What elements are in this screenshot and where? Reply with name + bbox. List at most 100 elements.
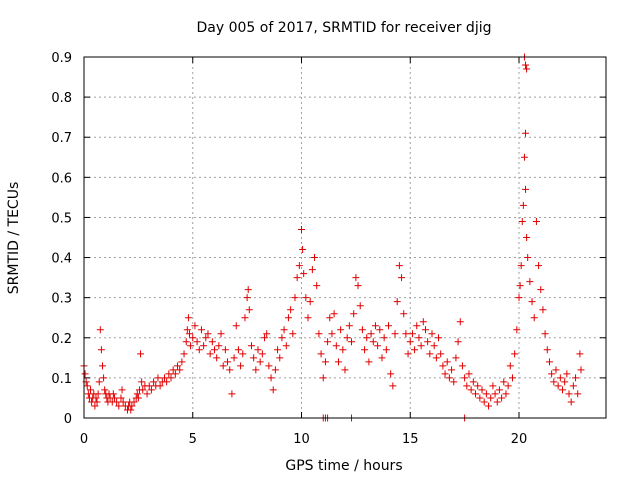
data-point [537, 286, 545, 294]
data-point [250, 354, 258, 362]
data-point [341, 366, 349, 374]
data-point [415, 334, 423, 342]
data-point [230, 354, 238, 362]
data-point [330, 310, 338, 318]
data-point [165, 370, 173, 378]
y-tick-label: 0.8 [51, 91, 72, 106]
data-point [147, 386, 155, 394]
data-point [306, 298, 314, 306]
data-point [256, 358, 264, 366]
data-point [391, 330, 399, 338]
data-point [96, 326, 104, 334]
data-point [365, 358, 373, 366]
data-point [311, 254, 319, 262]
data-point [178, 358, 186, 366]
data-point [295, 262, 303, 270]
data-point [118, 386, 126, 394]
data-point [552, 366, 560, 374]
data-point [313, 282, 321, 290]
data-point [193, 338, 201, 346]
data-point [561, 378, 569, 386]
data-point [269, 386, 277, 394]
data-point [302, 294, 310, 302]
data-point [437, 350, 445, 358]
data-point [278, 334, 286, 342]
y-tick-label: 0.2 [51, 332, 72, 347]
data-point [530, 314, 538, 322]
y-tick-label: 0.3 [51, 292, 72, 307]
data-point [554, 382, 562, 390]
data-point [508, 374, 516, 382]
data-point [183, 326, 191, 334]
data-point [195, 346, 203, 354]
data-point [402, 330, 410, 338]
x-tick-label: 5 [189, 432, 197, 447]
data-point [523, 234, 531, 241]
data-point [174, 362, 182, 370]
data-point [254, 346, 262, 354]
data-point [493, 398, 501, 406]
data-point [369, 338, 377, 346]
data-point [428, 330, 436, 338]
data-point [221, 346, 229, 354]
data-point [445, 374, 453, 382]
data-point [404, 350, 412, 358]
data-point [461, 374, 469, 382]
data-point [485, 402, 493, 410]
data-point [184, 314, 192, 322]
y-tick-label: 0.5 [51, 211, 72, 226]
data-point [502, 390, 510, 398]
data-point [474, 382, 482, 390]
data-point [439, 362, 447, 370]
data-point [550, 378, 558, 386]
data-point [154, 374, 162, 382]
data-point [398, 274, 406, 282]
data-point [299, 246, 307, 254]
data-point [91, 402, 99, 410]
data-point [504, 382, 512, 390]
data-point [267, 374, 275, 382]
data-point [339, 346, 347, 354]
data-point [519, 201, 527, 209]
data-point [354, 282, 362, 290]
data-point [160, 374, 168, 382]
data-point [522, 61, 530, 69]
data-point [435, 334, 443, 342]
data-point [482, 390, 490, 398]
data-point [239, 350, 247, 358]
data-point [426, 350, 434, 358]
data-point [577, 366, 585, 374]
data-point [467, 386, 475, 394]
data-point [489, 382, 497, 390]
data-point [518, 217, 526, 225]
data-point [130, 398, 138, 406]
data-point [458, 362, 466, 370]
data-point [200, 342, 208, 350]
x-tick-label: 20 [511, 432, 528, 447]
data-point [133, 390, 141, 398]
data-point [532, 217, 540, 225]
data-point [182, 338, 190, 346]
data-point [567, 398, 575, 406]
data-point [523, 65, 531, 73]
data-point [548, 370, 556, 378]
data-point [271, 366, 279, 374]
data-point [163, 378, 171, 386]
data-point [543, 346, 551, 354]
data-point [535, 262, 543, 270]
data-point [98, 362, 106, 370]
data-point [417, 342, 425, 350]
data-point [180, 350, 188, 358]
data-point [469, 378, 477, 386]
data-point [539, 306, 547, 314]
data-point [456, 318, 464, 326]
data-point [109, 390, 117, 398]
data-point [167, 374, 175, 382]
data-point [128, 402, 136, 410]
data-point [413, 322, 421, 330]
data-point [513, 326, 521, 334]
data-point [241, 314, 249, 322]
data-point [280, 326, 288, 334]
data-point [287, 306, 295, 314]
